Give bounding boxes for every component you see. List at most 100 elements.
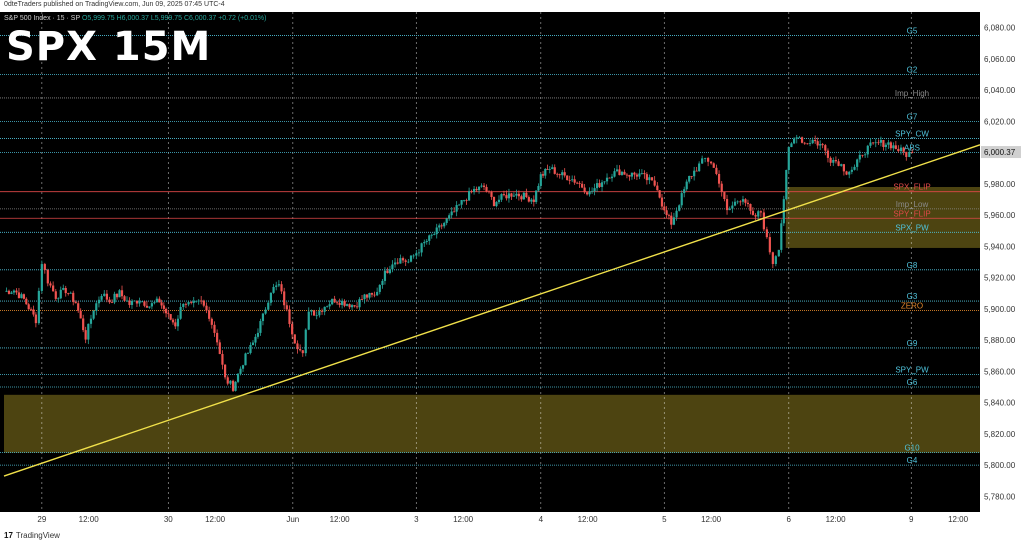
candle-body xyxy=(615,169,619,172)
candle-body xyxy=(458,204,461,206)
candle-body xyxy=(169,314,172,320)
candle-body xyxy=(527,197,530,202)
ohlc-values: O5,999.75 H6,000.37 L5,999.75 C6,000.37 … xyxy=(81,15,267,22)
candle-body xyxy=(396,262,399,264)
level-label-spy_pw: SPY_PW xyxy=(895,366,929,375)
candle-body xyxy=(864,154,867,156)
candle-body xyxy=(759,211,762,213)
candle-body xyxy=(435,227,438,235)
candle-body xyxy=(261,313,265,322)
candle-body xyxy=(79,310,82,319)
candle-body xyxy=(376,291,379,296)
x-tick-label: 12:00 xyxy=(701,515,722,524)
x-tick-label: 12:00 xyxy=(578,515,599,524)
candle-body xyxy=(440,225,443,227)
candle-body xyxy=(502,194,506,196)
candle-body xyxy=(401,258,405,261)
candle-body xyxy=(725,199,729,211)
candle-body xyxy=(360,299,364,300)
candle-body xyxy=(430,234,433,236)
level-label-abs: ABS xyxy=(904,144,920,153)
level-label-g2: G2 xyxy=(907,66,918,75)
candle-body xyxy=(120,290,124,297)
y-tick-label: 5,980.00 xyxy=(984,180,1016,189)
candle-body xyxy=(140,301,144,303)
candle-body xyxy=(69,292,72,294)
candle-body xyxy=(368,293,371,298)
price-chart[interactable]: G5G2Imp_HighG7SPY_CWABSSPX_FLIPImp_LowSP… xyxy=(0,12,1024,528)
price-axis-background xyxy=(980,12,1024,528)
candle-body xyxy=(323,306,326,312)
candle-body xyxy=(448,215,451,219)
candle-body xyxy=(72,292,75,302)
candle-body xyxy=(234,381,237,391)
candle-body xyxy=(663,206,666,211)
candle-body xyxy=(628,174,631,177)
candle-body xyxy=(283,291,286,306)
candle-body xyxy=(625,174,629,176)
candle-body xyxy=(239,368,242,374)
candle-body xyxy=(563,172,566,176)
candle-body xyxy=(358,299,361,308)
candle-body xyxy=(672,217,676,225)
candle-body xyxy=(803,142,806,144)
zone-0 xyxy=(4,394,980,453)
candle-body xyxy=(370,293,374,295)
candle-body xyxy=(256,332,260,337)
candle-body xyxy=(150,303,153,307)
candle-body xyxy=(445,218,448,223)
y-tick-label: 5,800.00 xyxy=(984,461,1016,470)
candle-body xyxy=(640,173,643,174)
candle-body xyxy=(790,143,793,148)
candle-body xyxy=(603,181,606,183)
candle-body xyxy=(707,158,710,162)
candle-body xyxy=(544,168,547,176)
candle-body xyxy=(858,154,861,160)
candle-body xyxy=(712,163,715,168)
candle-body xyxy=(291,323,294,335)
candle-body xyxy=(433,234,436,235)
candle-body xyxy=(223,364,227,378)
candle-body xyxy=(100,295,103,300)
candle-body xyxy=(586,192,589,195)
y-tick-label: 5,860.00 xyxy=(984,367,1016,376)
level-label-spx_pw: SPX_PW xyxy=(895,223,929,232)
candle-body xyxy=(510,193,513,197)
x-tick-label: 12:00 xyxy=(330,515,351,524)
candle-body xyxy=(911,151,914,153)
level-label-imp_high: Imp_High xyxy=(895,89,929,98)
level-label-g3: G3 xyxy=(907,292,918,301)
candle-body xyxy=(633,172,636,175)
candle-body xyxy=(658,190,661,198)
candle-body xyxy=(67,293,70,294)
candle-body xyxy=(821,144,824,146)
candle-body xyxy=(715,167,718,174)
candle-body xyxy=(576,182,579,184)
candle-body xyxy=(806,143,809,145)
candle-body xyxy=(190,302,193,303)
candle-body xyxy=(5,290,8,292)
candle-body xyxy=(837,161,840,166)
x-tick-label: 4 xyxy=(539,515,544,524)
candle-body xyxy=(467,191,471,201)
candle-body xyxy=(195,300,198,302)
candle-body xyxy=(500,194,503,200)
candle-body xyxy=(226,377,229,384)
candle-body xyxy=(561,172,564,176)
candle-body xyxy=(905,151,908,157)
candle-body xyxy=(723,192,726,200)
candle-body xyxy=(678,205,681,211)
level-label-g5: G5 xyxy=(907,26,918,35)
candle-body xyxy=(34,314,37,324)
candle-body xyxy=(43,264,46,271)
candle-body xyxy=(115,293,119,298)
candle-body xyxy=(87,323,90,340)
candle-body xyxy=(236,373,240,382)
candle-body xyxy=(148,306,151,308)
candle-body xyxy=(381,280,384,285)
candle-body xyxy=(285,305,288,310)
x-tick-label: 12:00 xyxy=(205,515,226,524)
candle-body xyxy=(653,180,656,186)
x-tick-label: 12:00 xyxy=(79,515,100,524)
candle-body xyxy=(620,171,624,176)
